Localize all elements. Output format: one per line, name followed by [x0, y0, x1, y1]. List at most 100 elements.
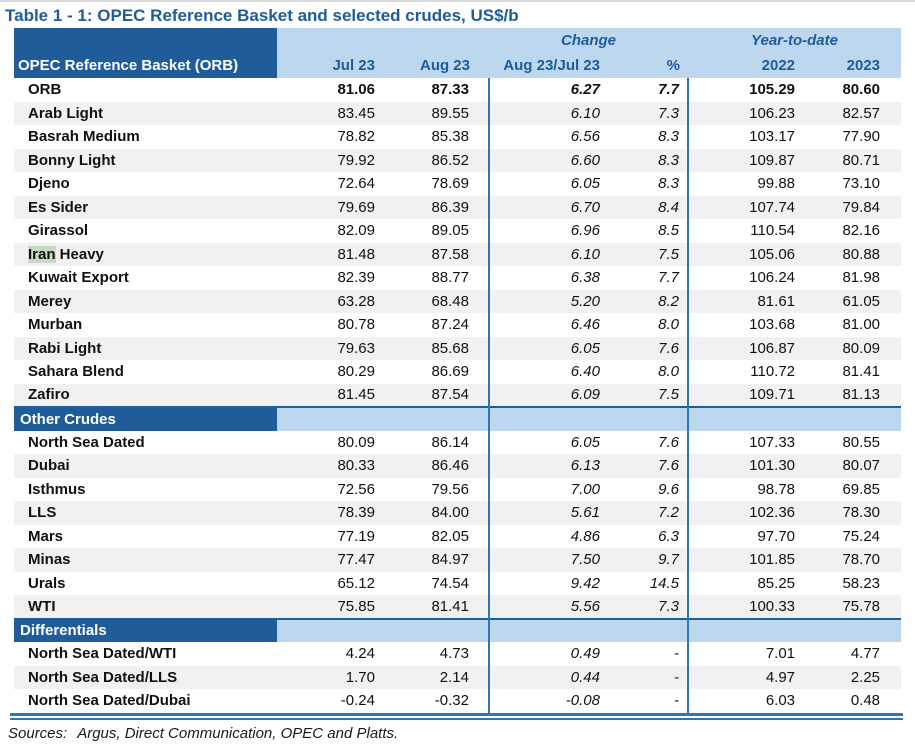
table-title: Table 1 - 1: OPEC Reference Basket and s… — [5, 6, 519, 25]
ytd-group-header: Year-to-date — [688, 28, 902, 53]
crude-name-cell: Merey — [14, 289, 277, 313]
value-cell: 72.64 — [337, 175, 375, 193]
value-cell: 0.44 — [489, 665, 616, 689]
crude-name-cell: Djeno — [28, 175, 70, 193]
table-row: Rabi Light 79.63 85.68 6.05 7.6 106.87 80.09 — [14, 336, 902, 360]
value-cell: 78.30 — [811, 501, 902, 525]
value-cell: 58.23 — [842, 574, 881, 592]
value-cell: 6.10 — [489, 242, 616, 266]
value-cell: 80.55 — [842, 433, 881, 451]
value-cell: 99.88 — [757, 175, 796, 193]
crude-name-cell: North Sea Dated — [28, 433, 145, 451]
value-cell: 7.5 — [616, 242, 690, 266]
value-cell: 98.78 — [757, 480, 796, 498]
top-divider — [0, 0, 915, 2]
value-cell: 6.05 — [570, 175, 600, 193]
section-filler-cell — [811, 617, 902, 642]
value-cell: 8.0 — [616, 313, 690, 337]
value-cell: 85.25 — [757, 574, 796, 592]
table-row: Girassol 82.09 89.05 6.96 8.5 110.54 82.16 — [14, 219, 901, 243]
value-cell: 7.3 — [616, 101, 690, 125]
value-cell: 77.19 — [337, 527, 375, 545]
value-cell: 7.6 — [616, 336, 690, 360]
value-cell: 5.20 — [489, 289, 616, 313]
section-title: Differentials — [14, 617, 277, 642]
value-cell: 74.54 — [391, 571, 490, 595]
sources-text: Argus, Direct Communication, OPEC and Pl… — [77, 724, 399, 742]
value-cell: 5.56 — [489, 595, 616, 619]
sources-label: Sources: — [8, 724, 68, 742]
section-filler-cell — [277, 406, 391, 431]
col-header-2023: 2023 — [811, 53, 902, 78]
value-cell: - — [616, 665, 690, 689]
sources-line: Sources: Argus, Direct Communication, OPE… — [0, 720, 915, 742]
crude-name-cell: Sahara Blend — [28, 363, 124, 381]
value-cell: 8.5 — [616, 219, 690, 243]
crude-name-cell: Mars — [28, 527, 64, 545]
section-filler-cell — [616, 617, 690, 642]
value-cell: 0.48 — [850, 692, 881, 710]
value-cell: 81.45 — [277, 383, 391, 407]
table-row: Bonny Light 79.92 86.52 6.60 8.3 109.87 80.71 — [14, 148, 902, 172]
value-cell: 65.12 — [337, 574, 375, 592]
value-cell: 97.70 — [757, 527, 796, 545]
section-filler-cell — [688, 406, 812, 431]
value-cell: 110.54 — [750, 222, 796, 240]
change-group-header: Change — [489, 28, 689, 53]
table-row: Sahara Blend 80.29 86.69 6.40 8.0 110.72 81.41 — [14, 360, 901, 384]
value-cell: 109.71 — [688, 383, 812, 407]
value-cell: 6.10 — [489, 101, 616, 125]
value-cell: 82.57 — [811, 101, 902, 125]
value-cell: 107.74 — [688, 195, 812, 219]
value-cell: 6.13 — [489, 454, 616, 478]
table-row: Kuwait Export 82.39 88.77 6.38 7.7 106.24 81.9… — [14, 266, 901, 290]
value-cell: 1.70 — [277, 665, 391, 689]
value-cell: 75.78 — [811, 595, 902, 619]
value-cell: 4.77 — [850, 645, 881, 663]
crude-name-cell: Rabi Light — [14, 336, 277, 360]
section-filler-cell — [391, 617, 490, 642]
value-cell: 9.42 — [570, 574, 600, 592]
value-cell: 68.48 — [391, 289, 490, 313]
value-cell: 7.2 — [616, 501, 690, 525]
value-cell: 8.3 — [616, 172, 690, 196]
value-cell: 7.3 — [616, 595, 690, 619]
table-row: Djeno 72.64 78.69 6.05 8.3 99.88 73.10 — [14, 172, 901, 196]
column-header-row: Jul 23 Aug 23 Aug 23/Jul 23 % 2022 2023 — [14, 53, 902, 78]
value-cell: 72.56 — [337, 480, 375, 498]
value-cell: 79.84 — [811, 195, 902, 219]
table-row: Isthmus 72.56 79.56 7.00 9.6 98.78 69.85 — [14, 477, 901, 501]
value-cell: 14.5 — [616, 571, 690, 595]
table-row: Urals 65.12 74.54 9.42 14.5 85.25 58.23 — [14, 571, 901, 595]
crude-name-cell: North Sea Dated/LLS — [14, 665, 277, 689]
table-bottom-rule — [10, 712, 903, 720]
value-cell: 81.41 — [842, 363, 881, 381]
value-cell: 7.01 — [765, 645, 796, 663]
value-cell: 6.03 — [765, 692, 796, 710]
value-cell: 81.00 — [842, 316, 881, 334]
value-cell: 102.36 — [688, 501, 812, 525]
crude-name-cell: WTI — [14, 595, 277, 619]
table-row: Basrah Medium 78.82 85.38 6.56 8.3 103.17 77.9… — [14, 125, 901, 149]
value-cell: 80.09 — [337, 433, 375, 451]
value-cell: 79.63 — [277, 336, 391, 360]
value-cell: 103.17 — [749, 128, 796, 146]
table-row: Iran Heavy 81.48 87.58 6.10 7.5 105.06 80.88 — [14, 242, 902, 266]
value-cell: 6.05 — [489, 336, 616, 360]
value-cell: 6.3 — [616, 524, 690, 548]
value-cell: 7.6 — [616, 454, 690, 478]
crude-name-cell: Zafiro — [14, 383, 277, 407]
value-cell: 79.69 — [277, 195, 391, 219]
section-header-row: Other Crudes — [14, 406, 902, 431]
value-cell: 4.73 — [391, 642, 490, 666]
value-cell: 101.85 — [688, 548, 812, 572]
value-cell: 80.88 — [811, 242, 902, 266]
crude-name-cell: Arab Light — [14, 101, 277, 125]
value-cell: 81.41 — [391, 595, 490, 619]
group-header-row: OPEC Reference Basket (ORB) Change Year-… — [14, 28, 902, 78]
value-cell: 77.47 — [277, 548, 391, 572]
value-cell: 78.82 — [337, 128, 375, 146]
value-cell: 8.2 — [616, 289, 690, 313]
crude-name-cell: North Sea Dated/Dubai — [28, 692, 191, 710]
value-cell: 6.05 — [570, 433, 600, 451]
